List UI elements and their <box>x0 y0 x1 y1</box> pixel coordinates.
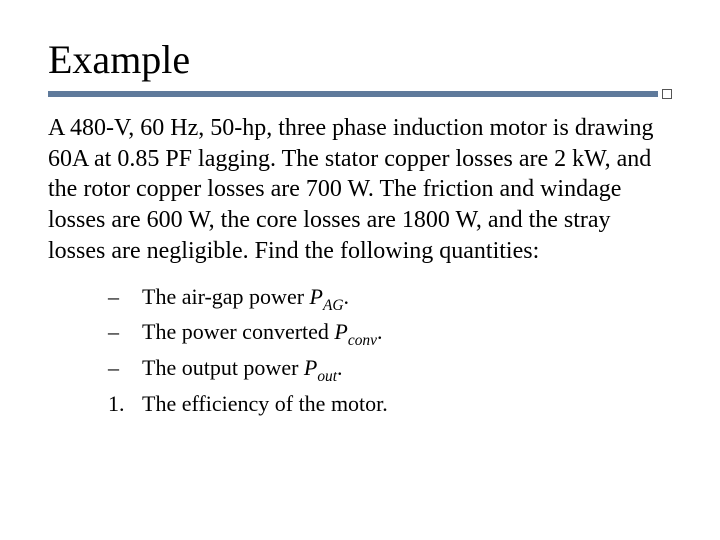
question-list: – The air-gap power PAG. – The power con… <box>108 281 672 424</box>
list-text: The output power Pout. <box>142 352 343 388</box>
title-rule <box>48 89 672 99</box>
list-text: The efficiency of the motor. <box>142 388 388 424</box>
list-bullet: 1. <box>108 388 142 420</box>
list-item: 1. The efficiency of the motor. <box>108 388 672 424</box>
title-rule-bar <box>48 91 658 97</box>
list-text: The power converted Pconv. <box>142 316 382 352</box>
list-bullet: – <box>108 352 142 384</box>
list-item: – The air-gap power PAG. <box>108 281 672 317</box>
title-rule-endcap <box>662 89 672 99</box>
list-bullet: – <box>108 281 142 313</box>
list-bullet: – <box>108 316 142 348</box>
problem-statement: A 480-V, 60 Hz, 50-hp, three phase induc… <box>48 113 672 267</box>
list-item: – The output power Pout. <box>108 352 672 388</box>
slide: Example A 480-V, 60 Hz, 50-hp, three pha… <box>0 0 720 540</box>
list-text: The air-gap power PAG. <box>142 281 349 317</box>
list-item: – The power converted Pconv. <box>108 316 672 352</box>
slide-title: Example <box>48 36 672 83</box>
